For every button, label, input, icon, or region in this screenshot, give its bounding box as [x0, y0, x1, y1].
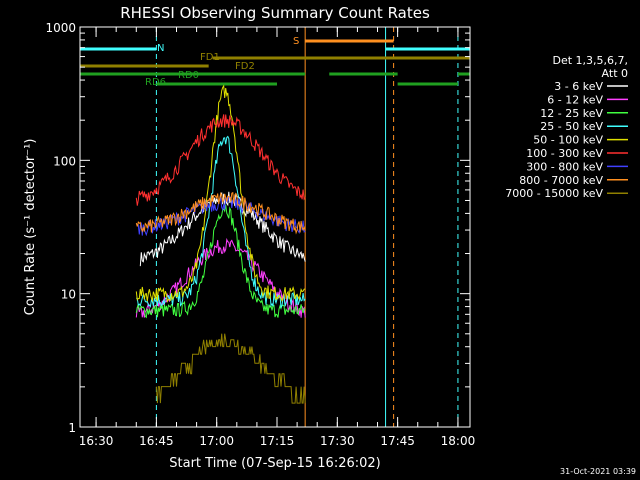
- y-axis-label: Count Rate (s⁻¹ detector⁻¹): [23, 139, 38, 316]
- legend-label-4: 50 - 100 keV: [533, 134, 603, 147]
- flag-label-fd1: FD1: [200, 52, 220, 63]
- x-tick-label-0: 16:30: [79, 434, 114, 448]
- x-axis-label: Start Time (07-Sep-15 16:26:02): [169, 456, 380, 471]
- series-line-0: [139, 191, 306, 267]
- series-line-3: [135, 135, 306, 309]
- legend-label-6: 300 - 800 keV: [526, 160, 603, 173]
- legend-title-line-1: Det 1,3,5,6,7,: [552, 54, 628, 67]
- x-tick-label-2: 17:00: [199, 434, 234, 448]
- series-line-5: [135, 114, 306, 206]
- legend-label-7: 800 - 7000 keV: [519, 174, 603, 187]
- x-tick-label-1: 16:45: [139, 434, 174, 448]
- legend-title-line-2: Att 0: [602, 67, 628, 80]
- series-line-7: [135, 191, 306, 235]
- legend-label-0: 3 - 6 keV: [554, 80, 603, 93]
- x-tick-label-5: 17:45: [380, 434, 415, 448]
- series-line-4: [135, 84, 306, 303]
- flag-label-n: N: [157, 43, 164, 54]
- timestamp: 31-Oct-2021 03:39: [560, 467, 636, 476]
- legend-label-2: 12 - 25 keV: [540, 107, 603, 120]
- legend-label-5: 100 - 300 keV: [526, 147, 603, 160]
- series-line-8: [155, 333, 306, 404]
- series-line-6: [135, 196, 306, 237]
- flag-label-s: S: [293, 36, 299, 47]
- x-tick-label-6: 18:00: [441, 434, 476, 448]
- chart-title: RHESSI Observing Summary Count Rates: [120, 4, 430, 22]
- legend-label-8: 7000 - 15000 keV: [505, 187, 603, 200]
- y-tick-label-3: 1000: [45, 21, 76, 35]
- y-tick-label-2: 100: [53, 154, 76, 168]
- legend-label-1: 6 - 12 keV: [547, 93, 603, 106]
- y-tick-label-1: 10: [61, 288, 76, 302]
- flag-label-rd0: RD0: [178, 70, 199, 81]
- flag-label-rd6: RD6: [145, 77, 166, 88]
- x-tick-label-3: 17:15: [260, 434, 295, 448]
- series-line-2: [135, 204, 306, 319]
- plot-frame: [79, 26, 471, 428]
- x-tick-label-4: 17:30: [320, 434, 355, 448]
- flag-label-fd2: FD2: [235, 61, 255, 72]
- y-tick-label-0: 1: [68, 421, 76, 435]
- legend-label-3: 25 - 50 keV: [540, 120, 603, 133]
